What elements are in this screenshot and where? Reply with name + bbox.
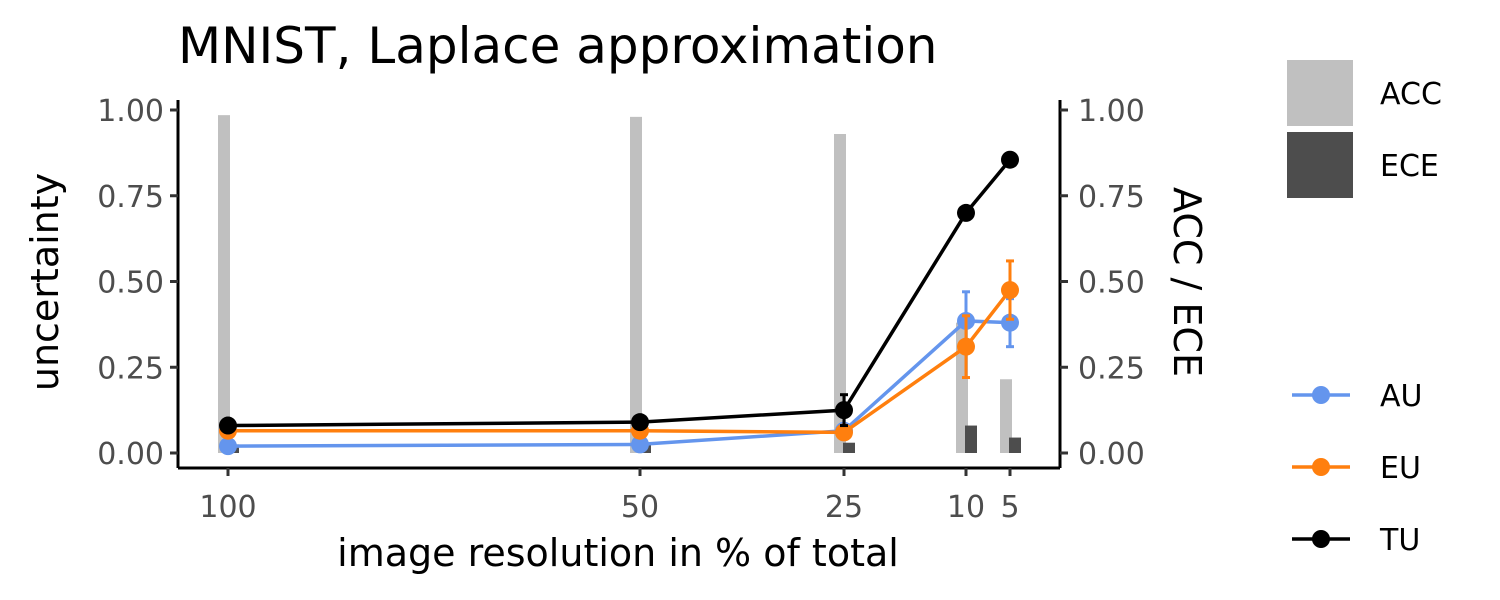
data-point-tu: [835, 401, 853, 420]
data-point-eu: [957, 337, 975, 356]
bar-ece: [1009, 437, 1021, 453]
bar-acc: [218, 115, 230, 454]
x-tick-label: 50: [621, 490, 659, 525]
legend-label-acc: ACC: [1380, 77, 1442, 112]
legend: ACC ECE AU EU TU: [1287, 60, 1442, 558]
y2-tick-label: 1.00: [1078, 94, 1145, 129]
axes: 0.00 0.25 0.50 0.75 1.00 0.00 0.25 0.50 0.75 1.00…: [97, 94, 1145, 525]
y-tick-label: 0.50: [97, 266, 164, 301]
data-point-tu: [1001, 150, 1019, 169]
bar-acc: [1000, 379, 1012, 453]
series-line-eu: [228, 289, 1012, 435]
chart-title: MNIST, Laplace approximation: [178, 17, 938, 75]
x-tick-label: 5: [1000, 490, 1019, 525]
data-point-eu: [835, 423, 853, 442]
legend-label-ece: ECE: [1380, 149, 1439, 184]
y-tick-label: 0.00: [97, 437, 164, 472]
bar-ece: [965, 425, 977, 453]
y2-axis-title: ACC / ECE: [1165, 187, 1209, 377]
legend-point-eu: [1312, 458, 1330, 476]
plot-area: [218, 115, 1021, 456]
legend-label-eu: EU: [1380, 451, 1421, 486]
legend-label-au: AU: [1380, 379, 1422, 414]
legend-key-acc: [1287, 60, 1353, 126]
data-point-tu: [631, 413, 649, 432]
data-point-au: [631, 435, 649, 454]
data-point-tu: [219, 416, 237, 435]
data-point-eu: [1001, 281, 1019, 300]
legend-point-au: [1312, 386, 1330, 404]
x-tick-label: 100: [199, 490, 256, 525]
x-tick-label: 25: [825, 490, 863, 525]
x-tick-label: 10: [947, 490, 985, 525]
data-point-tu: [957, 203, 975, 222]
legend-point-tu: [1312, 530, 1330, 548]
bar-acc: [834, 134, 846, 453]
y2-tick-label: 0.50: [1078, 266, 1145, 301]
bar-acc: [630, 116, 642, 454]
y-tick-label: 1.00: [97, 94, 164, 129]
data-point-au: [219, 437, 237, 456]
data-point-au: [1001, 313, 1019, 332]
legend-key-ece: [1287, 132, 1353, 198]
legend-label-tu: TU: [1379, 523, 1420, 558]
series-line-au: [227, 319, 1011, 448]
y-tick-label: 0.75: [97, 180, 164, 215]
y2-tick-label: 0.75: [1078, 180, 1145, 215]
y-axis-title: uncertainty: [23, 173, 67, 391]
bar-ece: [843, 442, 855, 453]
y2-tick-label: 0.00: [1078, 437, 1145, 472]
y-tick-label: 0.25: [97, 351, 164, 386]
y2-tick-label: 0.25: [1078, 351, 1145, 386]
x-axis-title: image resolution in % of total: [337, 531, 899, 575]
